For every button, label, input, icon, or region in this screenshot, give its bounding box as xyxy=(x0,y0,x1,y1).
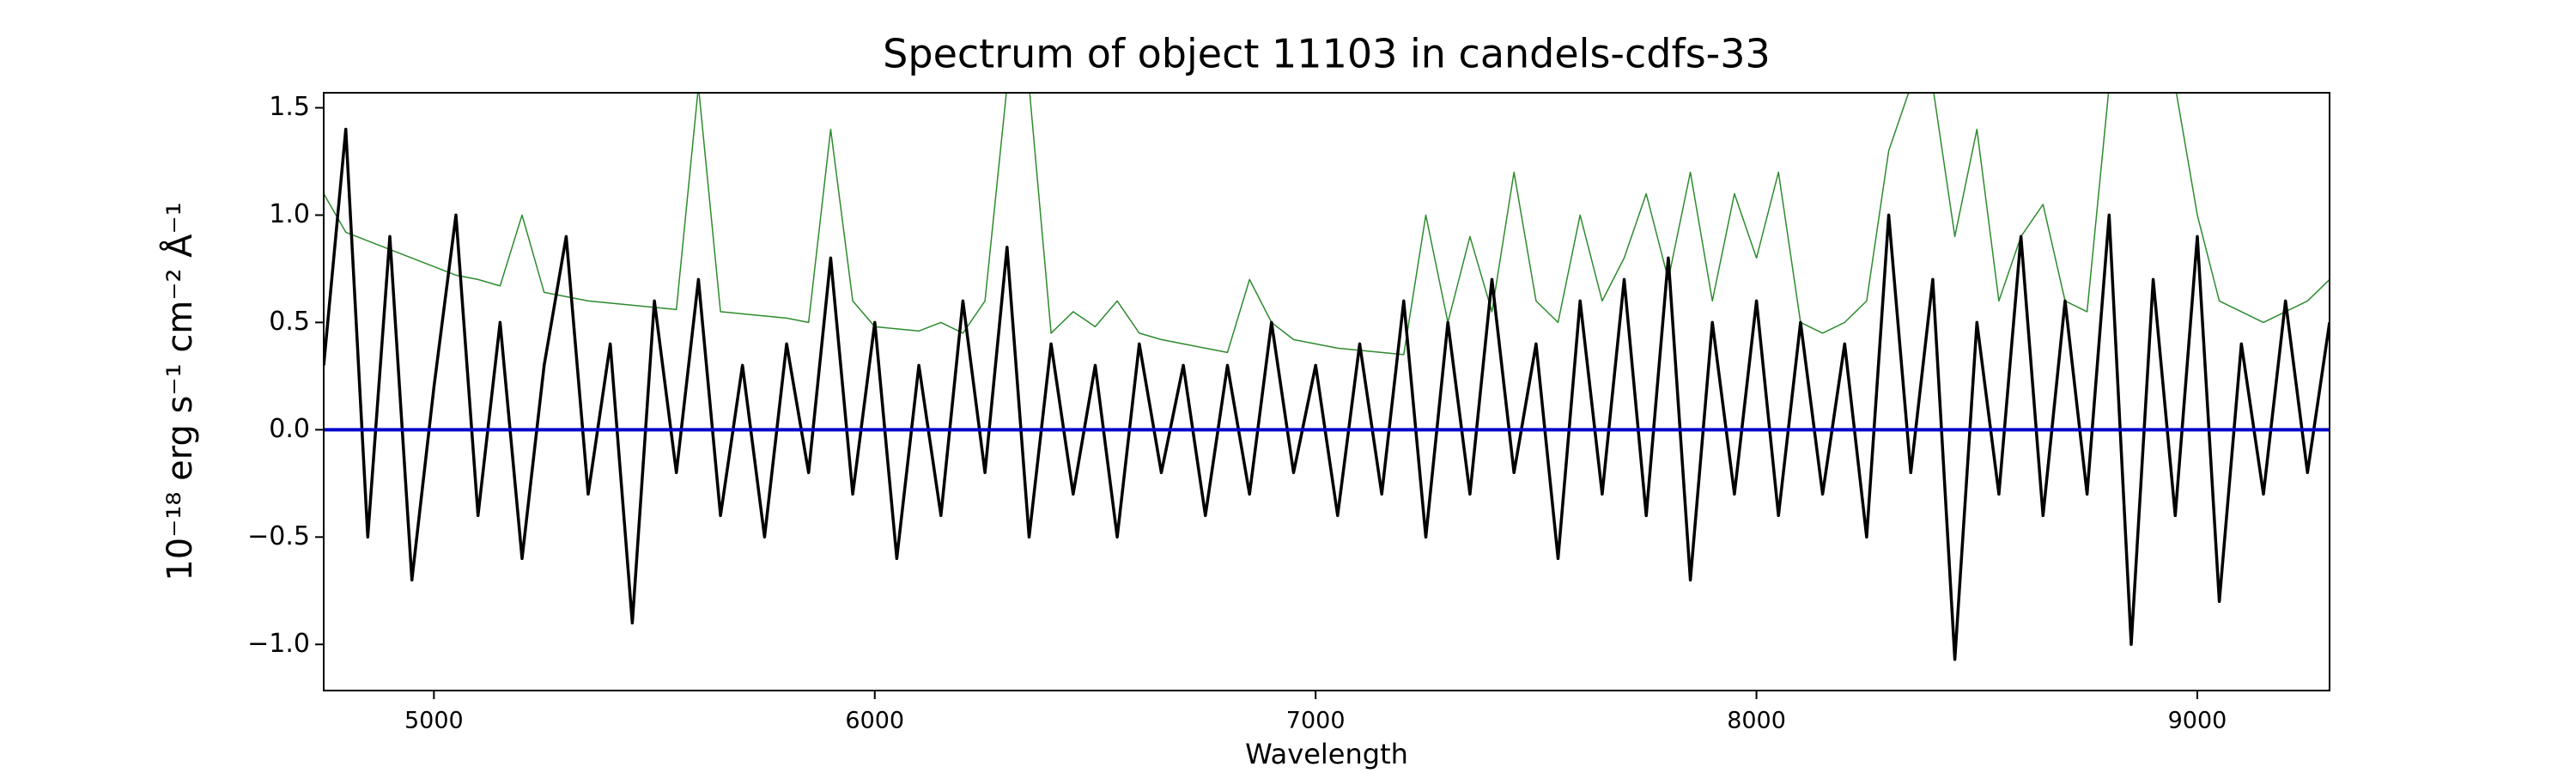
plot-frame xyxy=(323,92,2330,691)
x-tick-label: 9000 xyxy=(2168,708,2227,734)
y-tick-label: 1.0 xyxy=(269,199,310,229)
y-tick-label: −1.0 xyxy=(247,629,310,659)
x-tick-label: 5000 xyxy=(404,708,464,734)
y-tick-label: 0.0 xyxy=(269,414,310,444)
x-tick-label: 6000 xyxy=(845,708,904,734)
y-tick-label: 1.5 xyxy=(269,92,310,122)
x-tick-label: 7000 xyxy=(1286,708,1346,734)
x-axis-label: Wavelength xyxy=(1245,738,1408,770)
plot-area xyxy=(324,93,2330,661)
x-tick-label: 8000 xyxy=(1727,708,1786,734)
y-tick-label: 0.5 xyxy=(269,307,310,337)
chart-title: Spectrum of object 11103 in candels-cdfs… xyxy=(883,31,1771,77)
y-tick-label: −0.5 xyxy=(247,521,310,551)
y-axis-label: 10⁻¹⁸ erg s⁻¹ cm⁻² Å⁻¹ xyxy=(159,202,200,581)
spectrum-line xyxy=(324,127,2330,661)
spectrum-line xyxy=(324,93,2330,356)
